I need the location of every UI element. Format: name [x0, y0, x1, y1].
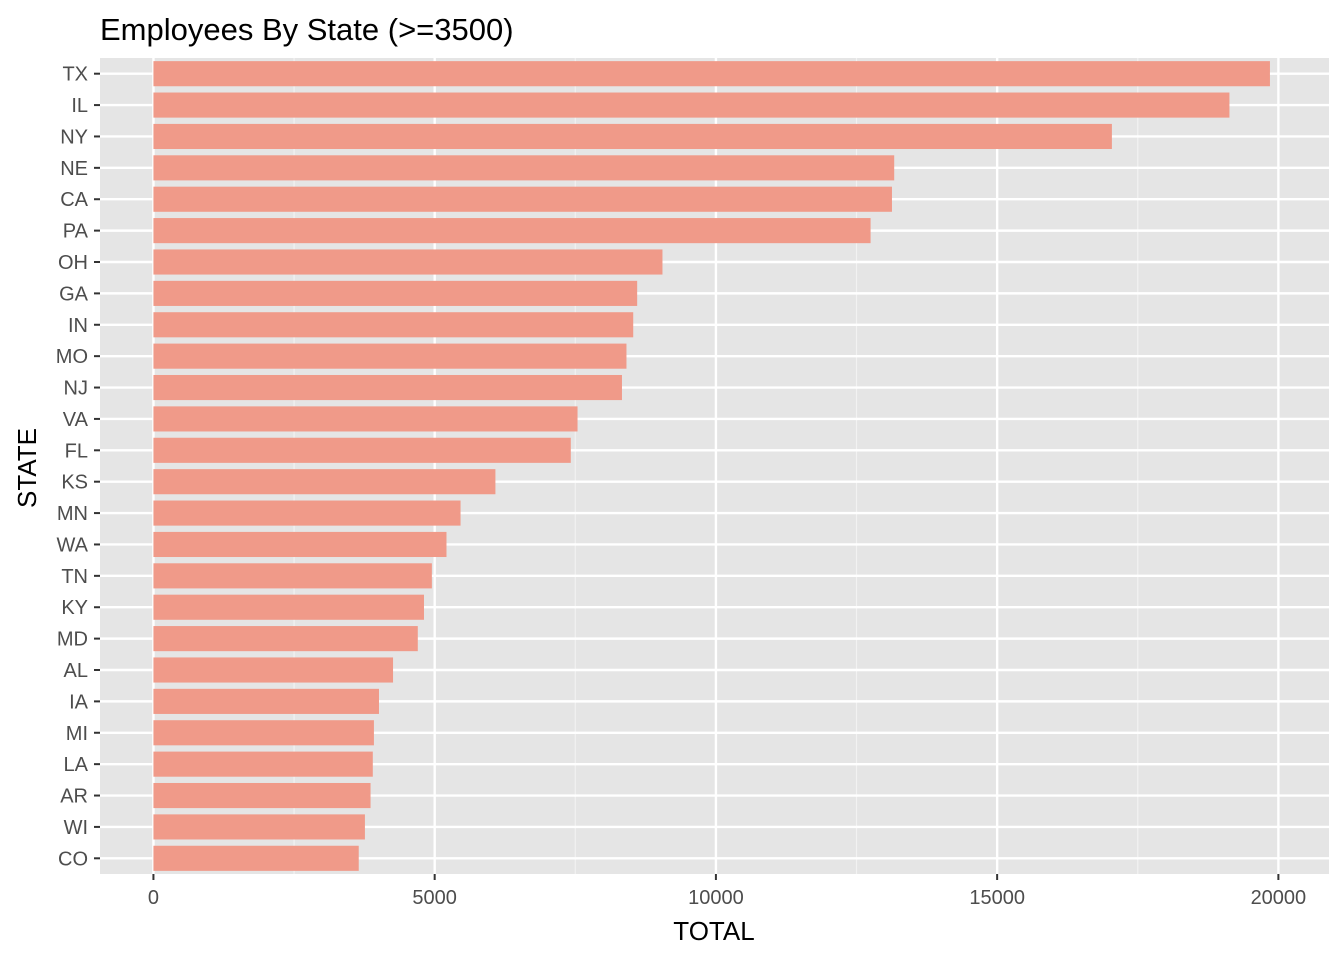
bar-pa	[153, 218, 871, 244]
y-tick-label: NE	[60, 158, 88, 180]
bar-ny	[153, 123, 1112, 150]
bar-ia	[153, 688, 379, 714]
y-tick-label: KY	[61, 597, 88, 619]
x-axis: 0 5000 10000 15000 20000	[148, 874, 1306, 909]
bar-tn	[153, 563, 432, 589]
y-tick-label: GA	[59, 283, 89, 305]
bar-ar	[153, 782, 371, 809]
y-tick-label: IA	[69, 691, 89, 713]
bar-ky	[153, 594, 424, 620]
y-tick-label: MN	[57, 503, 88, 525]
bar-in	[153, 312, 634, 338]
bar-oh	[153, 249, 663, 275]
bar-ca	[153, 186, 892, 212]
x-tick-label: 5000	[412, 887, 457, 909]
y-tick-label: IN	[68, 315, 88, 337]
y-tick-label: OH	[58, 252, 88, 274]
x-axis-title: TOTAL	[673, 916, 754, 946]
bar-mo	[153, 343, 627, 369]
bar-al	[153, 657, 394, 683]
y-tick-label: WA	[57, 534, 89, 556]
bar-mn	[153, 500, 461, 526]
y-tick-label: TX	[62, 64, 88, 86]
y-tick-label: KS	[61, 472, 88, 494]
bar-ks	[153, 469, 496, 495]
bar-ga	[153, 280, 638, 306]
y-tick-label: TN	[61, 566, 88, 588]
y-tick-label: PA	[63, 221, 89, 243]
bar-mi	[153, 720, 374, 746]
y-tick-label: WI	[64, 817, 88, 839]
y-tick-label: FL	[65, 440, 88, 462]
bar-fl	[153, 437, 571, 463]
x-tick-label: 15000	[969, 887, 1025, 909]
y-tick-label: AL	[64, 660, 88, 682]
bars	[153, 61, 1270, 871]
bar-tx	[153, 61, 1270, 87]
bar-md	[153, 626, 418, 652]
y-tick-label: MD	[57, 629, 88, 651]
y-tick-label: IL	[71, 95, 88, 117]
bar-il	[153, 92, 1230, 118]
x-tick-label: 20000	[1251, 887, 1307, 909]
bar-wa	[153, 531, 447, 558]
y-tick-label: VA	[63, 409, 89, 431]
bar-ne	[153, 155, 895, 181]
bar-va	[153, 406, 578, 432]
bar-nj	[153, 374, 622, 401]
y-tick-label: CA	[60, 189, 88, 211]
y-tick-label: CO	[58, 848, 88, 870]
bar-wi	[153, 814, 365, 840]
y-tick-label: AR	[60, 786, 88, 808]
y-tick-label: NJ	[64, 378, 88, 400]
chart-title: Employees By State (>=3500)	[100, 12, 514, 47]
y-tick-label: MI	[66, 723, 88, 745]
bar-la	[153, 751, 373, 777]
y-tick-label: MO	[56, 346, 88, 368]
x-tick-label: 0	[148, 887, 159, 909]
y-axis-title: STATE	[12, 428, 42, 508]
x-tick-label: 10000	[688, 887, 744, 909]
y-axis: TX IL NY NE CA PA OH GA IN MO NJ VA FL KS MN WA TN KY MD AL…	[56, 64, 100, 870]
y-tick-label: NY	[60, 126, 88, 148]
y-tick-label: LA	[64, 754, 89, 776]
bar-co	[153, 845, 359, 871]
